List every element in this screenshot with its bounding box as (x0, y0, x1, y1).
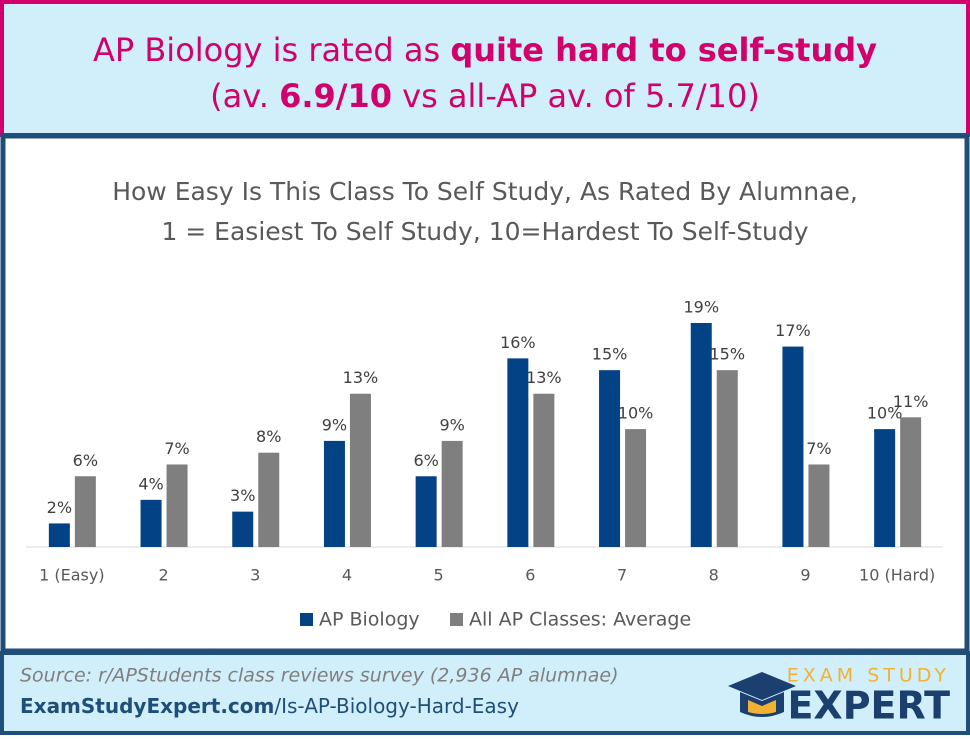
value-label: 10% (867, 404, 903, 423)
value-label: 15% (709, 345, 745, 364)
bar (74, 476, 96, 547)
header-emphasis: 6.9/10 (279, 77, 392, 115)
value-label: 6% (413, 451, 438, 470)
bar (349, 393, 371, 547)
bar (415, 476, 437, 547)
value-label: 7% (806, 439, 831, 458)
value-label: 11% (893, 392, 929, 411)
x-tick-label: 9 (800, 566, 810, 585)
value-label: 17% (775, 321, 811, 340)
header-text: vs all-AP av. of 5.7/10) (392, 77, 760, 115)
bar (599, 370, 621, 547)
header-text: (av. (210, 77, 279, 115)
cap-top (728, 672, 796, 700)
bar (690, 323, 712, 547)
value-label: 9% (439, 415, 464, 434)
link-path: /Is-AP-Biology-Hard-Easy (274, 694, 519, 718)
bar (533, 393, 555, 547)
value-label: 10% (618, 404, 654, 423)
cap-band (748, 700, 776, 714)
chart-box (0, 133, 970, 654)
header-line: (av. 6.9/10 vs all-AP av. of 5.7/10) (210, 77, 760, 115)
bar (166, 464, 188, 547)
x-tick-label: 10 (Hard) (859, 566, 935, 585)
bar (808, 464, 830, 547)
bar (323, 440, 345, 547)
value-label: 3% (230, 486, 255, 505)
link-domain: ExamStudyExpert.com (20, 694, 274, 718)
footer-box (0, 651, 970, 735)
x-tick-label: 8 (709, 566, 719, 585)
link: ExamStudyExpert.com/Is-AP-Biology-Hard-E… (20, 694, 519, 718)
x-tick-label: 3 (250, 566, 260, 585)
chart-title: 1 = Easiest To Self Study, 10=Hardest To… (161, 217, 808, 246)
legend-label: All AP Classes: Average (469, 609, 691, 631)
bar (625, 429, 647, 547)
logo-top: EXAM STUDY (787, 665, 950, 687)
value-label: 9% (322, 415, 347, 434)
x-tick-label: 1 (Easy) (39, 566, 104, 585)
bar (782, 346, 804, 547)
legend-swatch (300, 613, 313, 626)
value-label: 7% (164, 439, 189, 458)
bar (140, 499, 162, 547)
value-label: 4% (138, 474, 163, 493)
header-line: AP Biology is rated as quite hard to sel… (93, 31, 877, 69)
source: Source: r/APStudents class reviews surve… (20, 665, 618, 687)
value-label: 19% (683, 298, 719, 317)
value-label: 2% (47, 498, 72, 517)
bar (874, 429, 896, 547)
x-tick-label: 4 (342, 566, 352, 585)
logo-bottom: EXPERT (787, 684, 950, 728)
header-box (0, 0, 970, 137)
x-tick-label: 6 (525, 566, 535, 585)
value-label: 13% (526, 368, 562, 387)
value-label: 8% (256, 427, 281, 446)
legend-swatch (450, 613, 463, 626)
value-label: 16% (500, 333, 536, 352)
value-label: 13% (343, 368, 379, 387)
header-emphasis: quite hard to self-study (450, 31, 877, 69)
x-tick-label: 2 (158, 566, 168, 585)
bar (441, 440, 463, 547)
x-tick-label: 5 (434, 566, 444, 585)
bar (507, 358, 529, 547)
x-tick-label: 7 (617, 566, 627, 585)
chart-title: How Easy Is This Class To Self Study, As… (112, 177, 858, 206)
bar (900, 417, 922, 547)
logo: EXAM STUDY EXPERT (728, 665, 950, 728)
bar (232, 511, 254, 547)
bar (48, 523, 70, 547)
bar (258, 452, 280, 547)
value-label: 6% (73, 451, 98, 470)
legend-label: AP Biology (319, 609, 420, 631)
value-label: 15% (592, 345, 628, 364)
header-text: AP Biology is rated as (93, 31, 450, 69)
bar (716, 370, 738, 547)
